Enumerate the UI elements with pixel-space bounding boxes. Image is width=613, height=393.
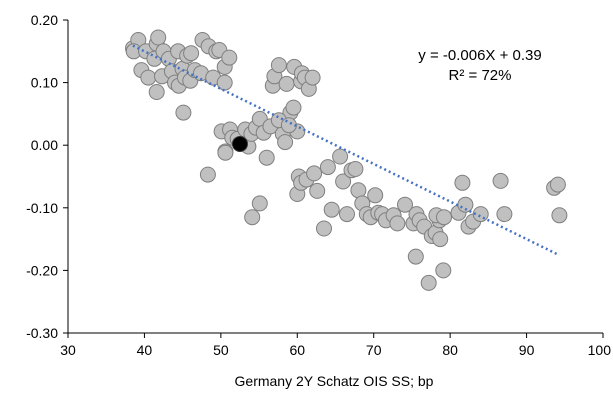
x-tick-label: 90 [519,342,535,358]
data-point [150,29,167,46]
data-point [367,187,384,204]
data-point [183,45,200,62]
data-point [323,201,340,218]
data-point [389,215,406,232]
data-point [217,144,234,161]
data-point [280,117,297,134]
data-point [397,196,413,213]
data-point [432,231,449,248]
data-point [332,148,349,165]
x-tick-label: 50 [213,342,229,358]
x-tick-label: 60 [289,342,305,358]
data-point [278,75,295,92]
r-squared-label: R² = 72% [449,67,512,84]
y-tick-label: -0.10 [26,200,58,216]
data-points [125,29,568,291]
data-point [306,165,323,182]
trendline-equation: y = -0.006X + 0.39 [418,47,541,64]
highlight-point [231,135,248,152]
data-point [407,248,424,265]
data-point [258,149,275,166]
y-tick-label: 0.20 [31,12,58,28]
data-point [277,134,294,151]
data-point [304,69,321,86]
data-point [347,161,364,177]
data-point [316,220,332,237]
data-point [285,99,302,116]
data-point [551,207,568,224]
highlight-layer [231,135,248,152]
data-point [140,69,157,86]
trendline [132,44,558,256]
axes [67,20,603,334]
y-tick-label: -0.30 [26,325,58,341]
y-tick-label: 0.00 [31,137,58,153]
data-point [420,274,437,291]
data-point [148,84,165,100]
x-tick-label: 40 [137,342,153,358]
x-axis-title: Germany 2Y Schatz OIS SS; bp [235,373,434,389]
data-point [244,209,261,226]
data-point [251,195,268,212]
data-point [319,159,336,176]
data-point [492,172,509,189]
data-point [270,57,287,74]
x-tick-label: 70 [366,342,382,358]
data-point [335,173,352,190]
data-point [435,262,452,279]
data-point [175,104,192,121]
x-tick-label: 30 [60,342,76,358]
data-point [454,174,471,191]
data-point [309,182,326,199]
y-tick-label: -0.20 [26,262,58,278]
x-tick-label: 80 [442,342,458,358]
data-point [436,209,452,226]
data-point [339,206,355,223]
data-point [496,206,513,223]
y-tick-label: 0.10 [31,75,58,91]
data-point [221,49,238,66]
data-point [549,176,566,193]
x-tick-label: 100 [588,342,612,358]
data-point [199,166,216,183]
